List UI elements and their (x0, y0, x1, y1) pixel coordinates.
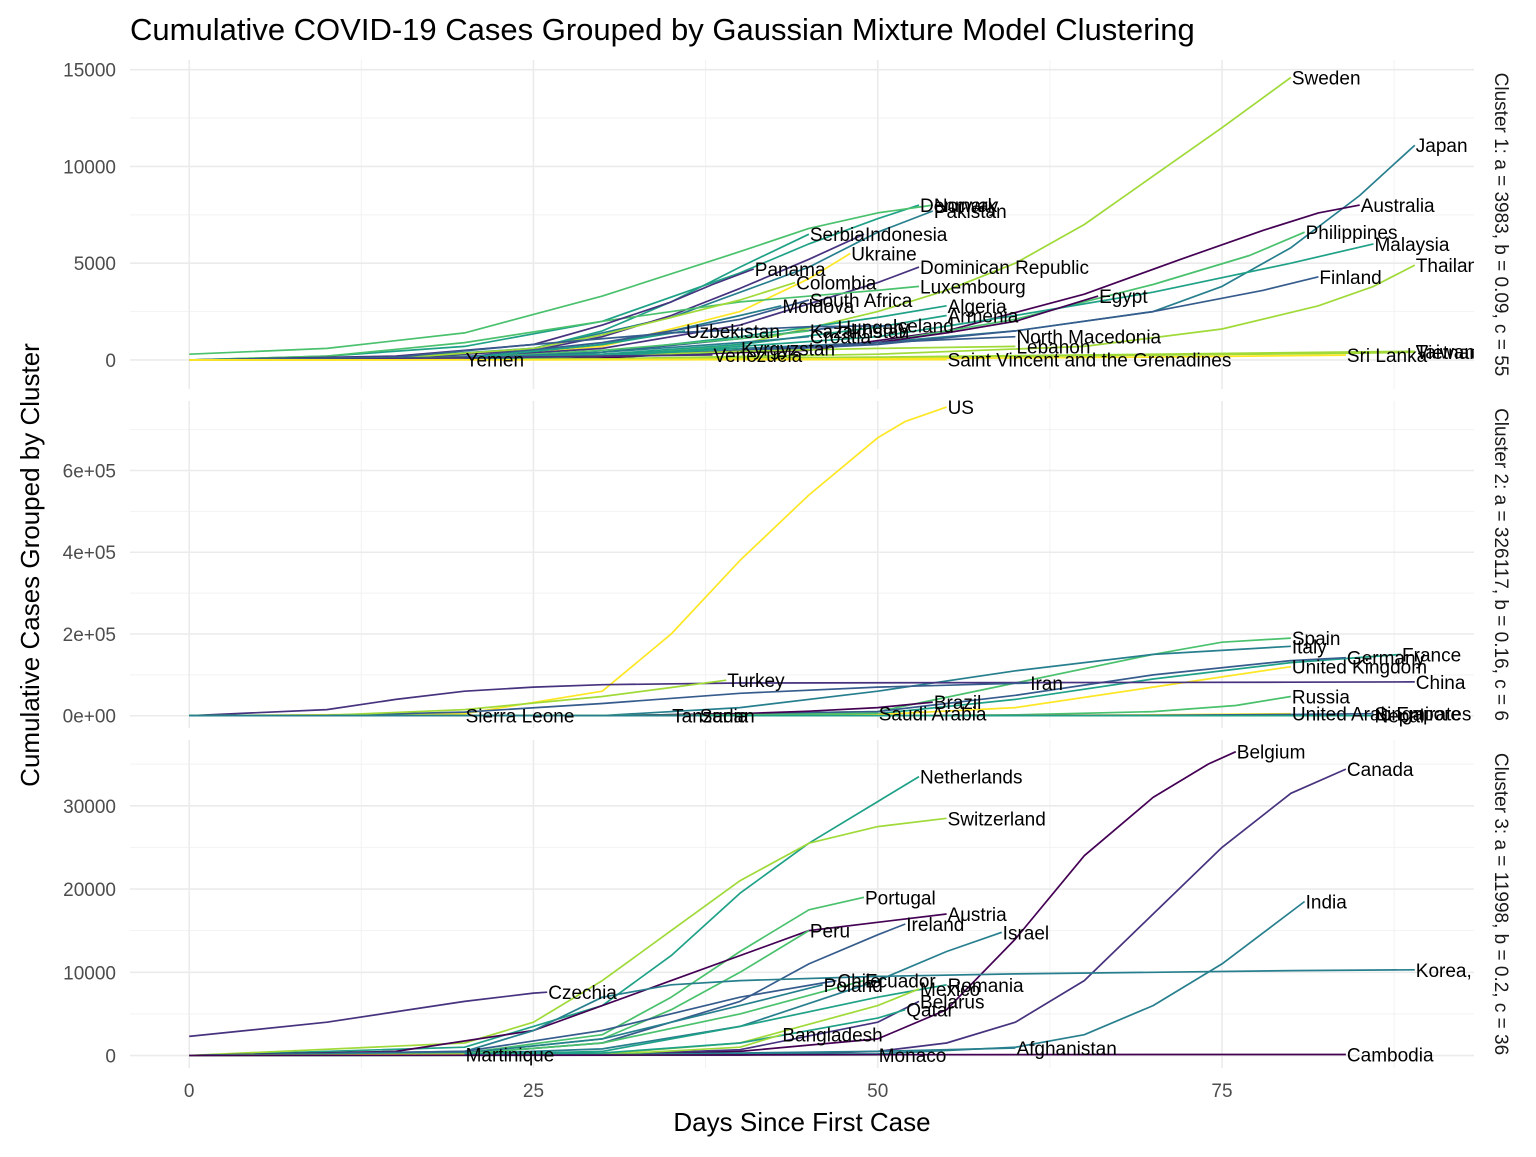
country-label: Armenia (948, 306, 1019, 327)
country-label: Egypt (1099, 287, 1148, 308)
country-label: Afghanistan (1016, 1039, 1116, 1060)
country-label: Canada (1347, 760, 1414, 781)
country-label: South Africa (810, 291, 913, 312)
x-axis-title: Days Since First Case (673, 1107, 930, 1137)
country-label: Finland (1319, 268, 1381, 289)
y-tick-label: 0e+00 (63, 707, 116, 728)
country-label: Indonesia (865, 225, 948, 246)
country-label: Ukraine (851, 245, 916, 266)
y-tick-label: 5000 (74, 254, 116, 275)
country-label: Bangladesh (782, 1026, 882, 1047)
chart-title: Cumulative COVID-19 Cases Grouped by Gau… (130, 12, 1195, 47)
y-tick-label: 2e+05 (63, 625, 116, 646)
country-label: Qatar (906, 1001, 954, 1022)
country-label: Luxembourg (920, 277, 1026, 298)
y-tick-label: 30000 (63, 797, 116, 818)
country-label: Pakistan (934, 202, 1007, 223)
facet-strip-label: Cluster 3: a = 11998, b = 0.2, c = 36 (1490, 753, 1511, 1055)
y-tick-label: 15000 (63, 61, 116, 82)
country-label: Sudan (700, 707, 755, 728)
country-label: Monaco (879, 1046, 947, 1067)
country-label: Turkey (727, 671, 785, 692)
country-label: Sweden (1292, 68, 1361, 89)
country-label: Nepal (1374, 707, 1424, 728)
country-label: China (1416, 673, 1466, 694)
country-label: Sri Lanka (1347, 346, 1428, 367)
y-tick-label: 0 (105, 1047, 116, 1068)
country-label: Netherlands (920, 768, 1022, 789)
facet-strip-label: Cluster 1: a = 3983, b = 0.09, c = 55 (1490, 73, 1511, 377)
y-tick-label: 6e+05 (63, 461, 116, 482)
country-label: Serbia (810, 225, 865, 246)
country-label: Portugal (865, 888, 936, 909)
facet-strip-label: Cluster 2: a = 326117, b = 0.16, c = 6 (1490, 408, 1511, 721)
x-tick-label: 50 (867, 1081, 888, 1102)
country-label: Iceland (893, 317, 954, 338)
y-tick-label: 10000 (63, 963, 116, 984)
y-axis-title: Cumulative Cases Grouped by Cluster (15, 343, 45, 787)
country-label: Iran (1030, 674, 1063, 695)
facet-strip: Cluster 3: a = 11998, b = 0.2, c = 36 (1490, 753, 1511, 1055)
y-tick-label: 10000 (63, 157, 116, 178)
y-tick-label: 20000 (63, 880, 116, 901)
x-tick-label: 25 (523, 1081, 544, 1102)
facet-strip: Cluster 1: a = 3983, b = 0.09, c = 55 (1490, 73, 1511, 377)
country-label: US (948, 398, 974, 419)
country-label: Dominican Republic (920, 258, 1089, 279)
country-label: Martinique (466, 1045, 555, 1066)
facet-strip: Cluster 2: a = 326117, b = 0.16, c = 6 (1490, 408, 1511, 721)
country-label: Japan (1416, 136, 1468, 157)
country-label: Saudi Arabia (879, 704, 987, 725)
country-label: United Kingdom (1292, 658, 1427, 679)
country-label: Saint Vincent and the Grenadines (948, 351, 1232, 372)
country-label: Switzerland (948, 809, 1046, 830)
country-label: Ireland (906, 915, 964, 936)
country-label: Israel (1003, 923, 1049, 944)
y-tick-label: 4e+05 (63, 543, 116, 564)
country-label: India (1306, 893, 1348, 914)
country-label: Venezuela (713, 346, 802, 367)
series-line-cambodia (189, 1055, 1346, 1056)
country-label: Sierra Leone (466, 707, 575, 728)
country-label: Belgium (1237, 743, 1306, 764)
country-label: Malaysia (1374, 235, 1449, 256)
country-label: Peru (810, 922, 850, 943)
x-tick-label: 75 (1211, 1081, 1232, 1102)
x-tick-label: 0 (184, 1081, 195, 1102)
country-label: Cambodia (1347, 1045, 1434, 1066)
country-label: Czechia (548, 983, 617, 1004)
country-label: Yemen (466, 351, 524, 372)
y-tick-label: 0 (105, 351, 116, 372)
country-label: Italy (1292, 637, 1327, 658)
country-label: Australia (1361, 196, 1435, 217)
